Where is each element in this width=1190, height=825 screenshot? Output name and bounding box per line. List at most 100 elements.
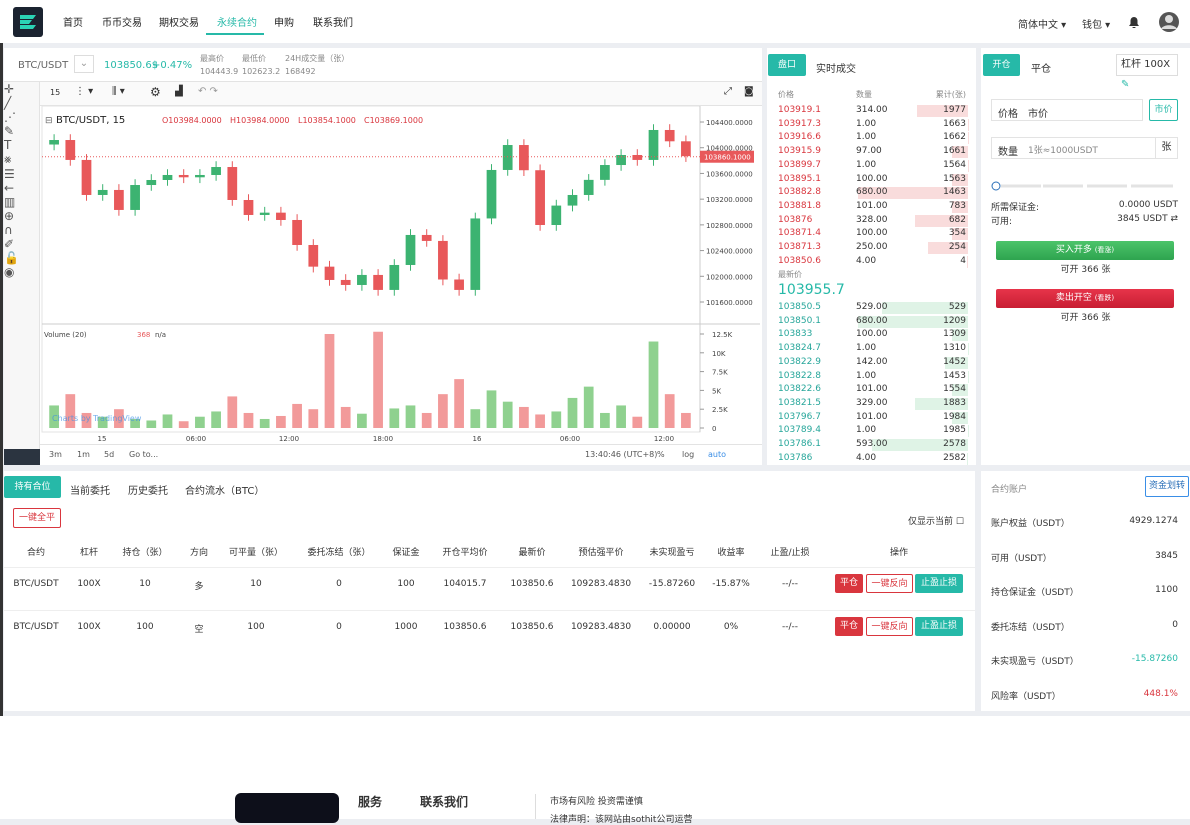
volume-bar <box>373 332 383 428</box>
action-btn[interactable]: 一键反向 <box>866 617 913 636</box>
cell: 10 <box>250 579 261 589</box>
book-price: 103786 <box>778 452 812 465</box>
book-total: 1985 <box>943 424 966 437</box>
v-tick-label: 7.5K <box>712 369 728 377</box>
col-header: 委托冻结（张） <box>307 545 370 558</box>
close-all[interactable]: 一键全平 <box>13 508 61 528</box>
col-header: 方向 <box>190 545 208 558</box>
tab-book[interactable]: 盘口 <box>768 54 806 76</box>
volume-bar <box>163 414 173 428</box>
symbol-select[interactable]: ⌄ <box>74 55 94 73</box>
book-qty: 1.00 <box>856 370 876 383</box>
account-label: 风险率（USDT） <box>991 689 1061 702</box>
draw-tool[interactable]: ⨳ <box>4 152 39 167</box>
tab-close[interactable]: 平仓 <box>1031 60 1051 75</box>
bell[interactable] <box>1128 16 1140 28</box>
col-header: 操作 <box>890 545 908 558</box>
cell: 10 <box>139 579 150 589</box>
nav-item[interactable]: 永续合约 <box>217 14 257 29</box>
tab-flow[interactable]: 合约流水（BTC） <box>185 482 264 497</box>
draw-tool[interactable]: ✎ <box>4 124 39 138</box>
tab-open[interactable]: 开仓 <box>983 54 1020 76</box>
ohlc: L103854.1000 <box>298 116 356 125</box>
cell: 1000 <box>395 622 418 632</box>
qty-label: 数量 <box>998 143 1018 158</box>
cell: 109283.4830 <box>571 622 631 632</box>
volume-label: Volume (20) <box>44 331 87 339</box>
buy-btn[interactable]: 买入开多 (看涨) <box>996 241 1174 260</box>
action-btn[interactable]: 止盈止损 <box>915 617 963 636</box>
avatar[interactable] <box>1158 11 1180 33</box>
tab-trades[interactable]: 实时成交 <box>816 60 856 75</box>
candle-body <box>244 200 254 215</box>
action-btn[interactable]: 一键反向 <box>866 574 913 593</box>
y-tick-label: 102800.0000 <box>706 222 753 230</box>
volume-bar <box>568 398 578 428</box>
price-input[interactable]: 价格 市价 <box>991 99 1143 121</box>
header-price: 价格 <box>778 89 794 100</box>
account-value: 3845 <box>1155 551 1178 561</box>
footer-service[interactable]: 服务 <box>358 793 382 810</box>
leverage[interactable]: 杠杆 100X ✎ <box>1116 54 1178 76</box>
footer-contact[interactable]: 联系我们 <box>420 793 468 810</box>
nav-item[interactable]: 首页 <box>63 14 83 29</box>
book-total: 4 <box>960 255 966 268</box>
v-tick-label: 0 <box>712 425 716 433</box>
collapse-tool[interactable] <box>4 449 40 465</box>
cell: -15.87260 <box>649 579 695 589</box>
plot-bg <box>42 106 700 432</box>
nav-item[interactable]: 联系我们 <box>313 14 353 29</box>
draw-tool[interactable]: ☰ <box>4 167 39 181</box>
action-btn[interactable]: 止盈止损 <box>915 574 963 593</box>
draw-tool[interactable]: ⊕ <box>4 209 39 223</box>
nav-item[interactable]: 期权交易 <box>159 14 199 29</box>
cell: 多 <box>194 579 203 592</box>
draw-tool[interactable]: 🔓 <box>4 251 39 265</box>
qty-input[interactable]: 数量 1张≈1000USDT 张 <box>991 137 1178 159</box>
action-btn[interactable]: 平仓 <box>835 574 863 593</box>
slider[interactable] <box>991 180 1179 192</box>
transfer-btn[interactable]: 资金划转 <box>1145 476 1189 497</box>
lang[interactable]: 简体中文 ▾ <box>1018 16 1066 31</box>
nav-item[interactable]: 币币交易 <box>102 14 142 29</box>
sell-btn[interactable]: 卖出开空 (看跌) <box>996 289 1174 308</box>
candle-body <box>681 141 691 156</box>
avail-label: 可用: <box>991 214 1012 227</box>
draw-tool[interactable]: ◉ <box>4 265 39 279</box>
market-btn[interactable]: 市价 <box>1149 99 1178 121</box>
candle-body <box>114 190 124 210</box>
draw-tool[interactable]: ⋰ <box>4 110 39 124</box>
tab-history[interactable]: 历史委托 <box>128 482 168 497</box>
draw-tool[interactable]: ✛ <box>4 82 39 96</box>
draw-tool[interactable]: ∩ <box>4 223 39 237</box>
candle-body <box>308 245 318 267</box>
only-current[interactable]: 仅显示当前 ☐ <box>908 514 964 527</box>
draw-tool[interactable]: ╱ <box>4 96 39 110</box>
action-btn[interactable]: 平仓 <box>835 617 863 636</box>
draw-tool[interactable]: ← <box>4 181 39 195</box>
cell: --/-- <box>782 579 798 589</box>
lang-text: 简体中文 <box>1018 20 1058 31</box>
price-chart: 104400.0000104000.0000103600.0000103200.… <box>40 82 760 462</box>
nav-item[interactable]: 申购 <box>274 14 294 29</box>
last-price: 103850.6$ <box>104 60 158 71</box>
cell: 100 <box>247 622 264 632</box>
tab-orders[interactable]: 当前委托 <box>70 482 110 497</box>
draw-tool[interactable]: ✐ <box>4 237 39 251</box>
draw-tool[interactable]: ▥ <box>4 195 39 209</box>
symbol[interactable]: BTC/USDT <box>18 60 68 71</box>
wallet[interactable]: 钱包 ▾ <box>1082 16 1110 31</box>
draw-tool[interactable]: T <box>4 138 39 152</box>
tab-positions[interactable]: 持有合位 <box>4 476 61 498</box>
col-header: 杠杆 <box>80 545 98 558</box>
logo[interactable] <box>13 7 43 37</box>
v-tick-label: 10K <box>712 350 726 358</box>
col-header: 未实现盈亏 <box>649 545 694 558</box>
